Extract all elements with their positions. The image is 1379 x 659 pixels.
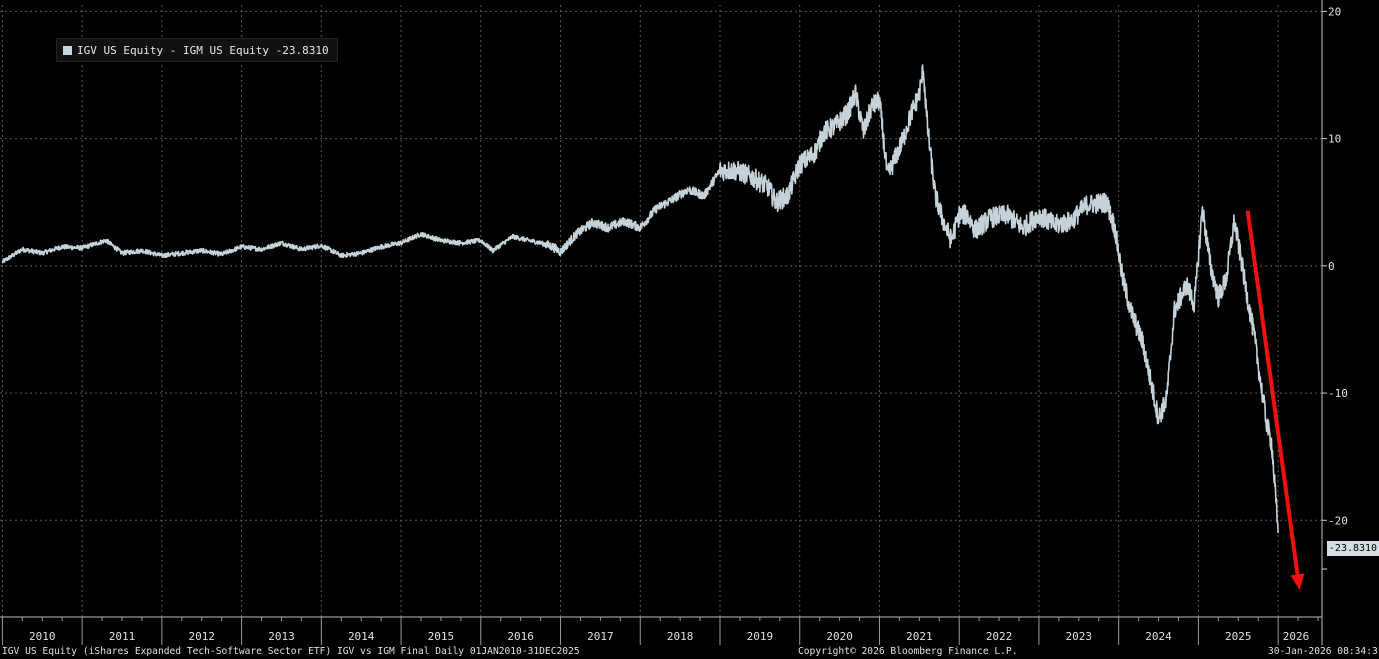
legend-swatch [63,45,72,55]
footer-timestamp: 30-Jan-2026 08:34:31 [1268,646,1379,657]
y-tick-label: 0 [1328,260,1335,273]
x-tick-label: 2010 [29,630,56,643]
axes [0,0,1323,645]
x-tick-label: 2020 [826,630,853,643]
x-axis-ticks: 2010 2011 2012 2013 2014 2015 2016 2017 2018 2019… [1,617,1319,645]
x-tick-label: 2013 [268,630,295,643]
x-tick-label: 2021 [906,630,933,643]
x-tick-label: 2024 [1145,630,1172,643]
x-tick-label: 2015 [428,630,455,643]
footer-description: IGV US Equity (iShares Expanded Tech-Sof… [2,646,580,657]
x-tick-label: 2017 [587,630,614,643]
x-tick-label: 2026 [1283,630,1310,643]
y-axis-ticks: 20 10 0 -10 -20 [1322,5,1348,570]
y-tick-label: 20 [1328,5,1341,18]
chart-legend: IGV US Equity - IGM US Equity -23.8310 [56,38,338,62]
annotation-arrow-shaft [1245,210,1300,577]
x-tick-label: 2019 [747,630,774,643]
legend-label: IGV US Equity - IGM US Equity -23.8310 [77,43,329,57]
annotation-arrow-head [1290,573,1305,591]
x-tick-label: 2022 [986,630,1013,643]
series-layer [1,64,1279,534]
x-tick-label: 2016 [507,630,534,643]
annotation-layer [1245,210,1305,591]
x-tick-label: 2023 [1066,630,1093,643]
x-tick-label: 2011 [109,630,136,643]
x-tick-label: 2025 [1225,630,1252,643]
series-line [1,64,1279,534]
x-tick-label: 2014 [348,630,375,643]
gridlines [0,5,1322,617]
footer-copyright: Copyright© 2026 Bloomberg Finance L.P. [798,646,1018,657]
x-tick-label: 2018 [667,630,694,643]
y-tick-label: -20 [1328,514,1348,527]
y-tick-label: 10 [1328,133,1341,146]
last-value-tag: -23.8310 [1327,541,1379,556]
x-tick-label: 2012 [188,630,215,643]
y-tick-label: -10 [1328,387,1348,400]
